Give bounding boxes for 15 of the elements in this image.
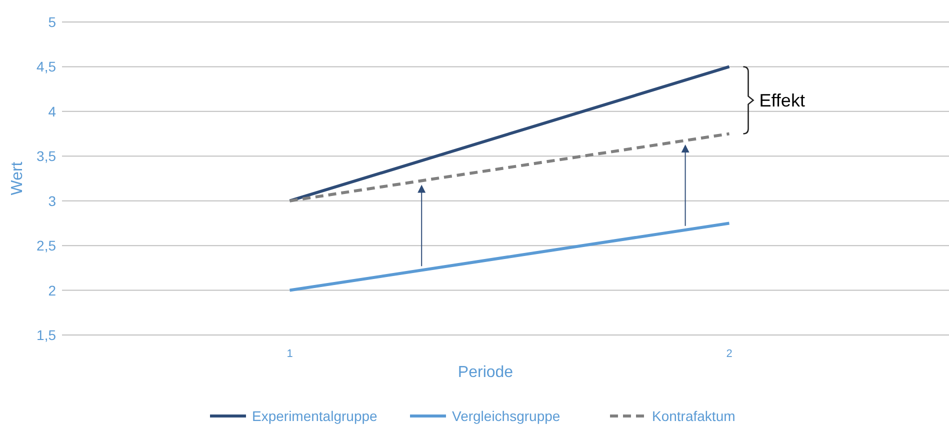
- legend-label: Experimentalgruppe: [252, 408, 378, 424]
- y-tick-label: 5: [48, 14, 56, 30]
- y-tick-label: 3: [48, 192, 56, 209]
- y-tick-label: 3,5: [36, 148, 56, 164]
- y-axis-title: Wert: [9, 161, 26, 196]
- y-tick-label: 2: [48, 282, 56, 298]
- y-tick-label: 1,5: [36, 327, 56, 343]
- x-tick-label: 1: [286, 348, 293, 360]
- annotation: Effekt: [759, 90, 805, 110]
- y-tick-label: 4,5: [36, 58, 56, 75]
- legend-label: Kontrafaktum: [652, 408, 736, 424]
- x-axis-title: Periode: [458, 364, 514, 381]
- y-tick-label: 4: [48, 103, 56, 120]
- y-tick-label: 2,5: [36, 238, 56, 254]
- legend-label: Vergleichsgruppe: [452, 408, 560, 424]
